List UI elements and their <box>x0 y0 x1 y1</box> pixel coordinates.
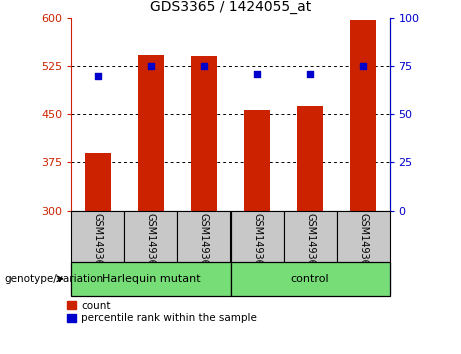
Title: GDS3365 / 1424055_at: GDS3365 / 1424055_at <box>150 0 311 14</box>
Bar <box>337 211 390 294</box>
Point <box>254 71 261 76</box>
Point <box>359 63 366 69</box>
Point <box>306 71 313 76</box>
Text: GSM149361: GSM149361 <box>146 213 156 272</box>
Bar <box>350 19 376 211</box>
Point <box>200 63 207 69</box>
Text: GSM149365: GSM149365 <box>358 213 368 272</box>
Text: GSM149362: GSM149362 <box>199 213 209 272</box>
Bar <box>124 211 177 294</box>
Legend: count, percentile rank within the sample: count, percentile rank within the sample <box>67 301 257 324</box>
Bar <box>244 110 270 211</box>
Bar <box>297 106 323 211</box>
Text: genotype/variation: genotype/variation <box>5 274 104 284</box>
Bar <box>284 211 337 294</box>
Bar <box>191 56 217 211</box>
Point <box>94 73 101 79</box>
Bar <box>177 211 230 294</box>
Point <box>148 63 155 69</box>
Bar <box>71 262 230 296</box>
Text: control: control <box>291 274 329 284</box>
Text: GSM149360: GSM149360 <box>93 213 103 272</box>
Text: Harlequin mutant: Harlequin mutant <box>102 274 200 284</box>
Bar <box>230 262 390 296</box>
Text: GSM149364: GSM149364 <box>305 213 315 272</box>
Bar <box>138 55 164 211</box>
Bar <box>85 153 111 211</box>
Bar <box>71 211 124 294</box>
Bar <box>230 211 284 294</box>
Text: GSM149363: GSM149363 <box>252 213 262 272</box>
